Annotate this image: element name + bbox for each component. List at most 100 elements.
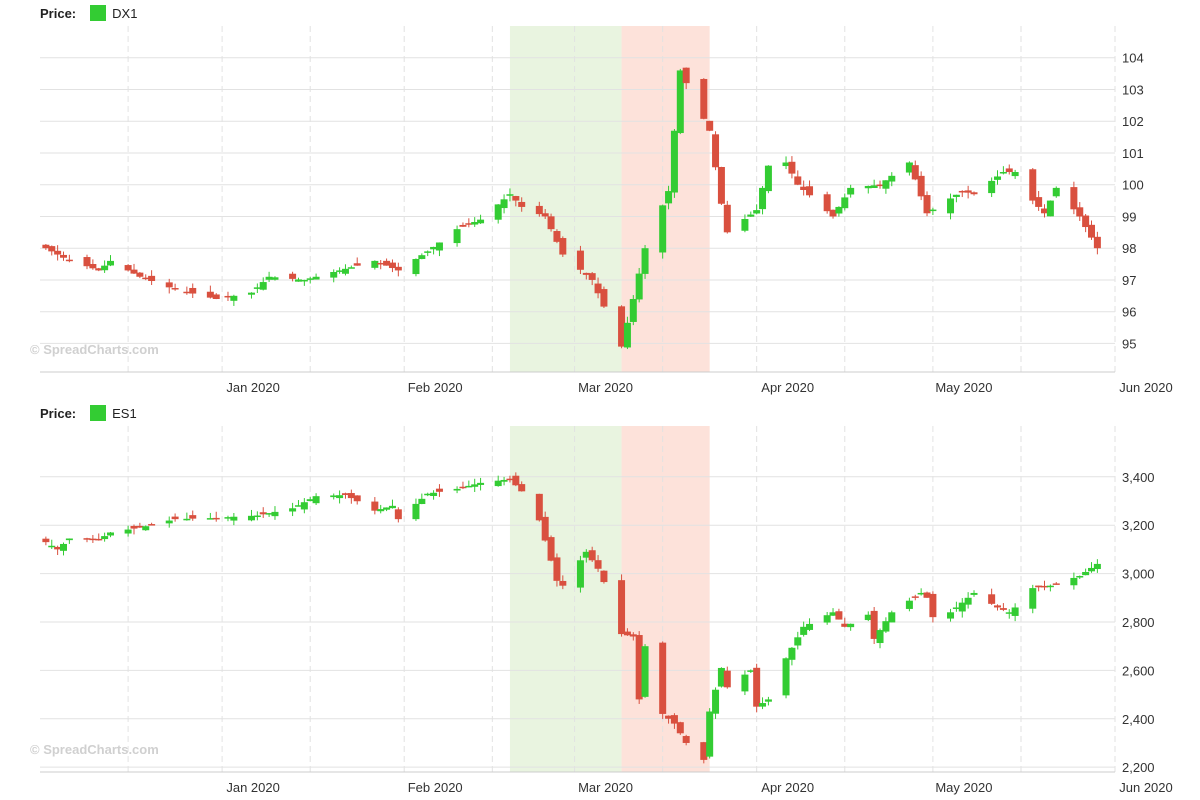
x-tick-label: May 2020 bbox=[935, 380, 992, 395]
candle bbox=[312, 273, 320, 280]
candle bbox=[212, 511, 220, 522]
legend-series-name[interactable]: DX1 bbox=[112, 5, 138, 21]
legend-series-name[interactable]: ES1 bbox=[112, 405, 137, 421]
candle bbox=[294, 277, 302, 282]
candle bbox=[741, 214, 749, 233]
candle bbox=[383, 258, 391, 266]
candle bbox=[994, 170, 1002, 185]
candle bbox=[183, 286, 191, 295]
candle bbox=[418, 493, 426, 505]
x-tick-label: Jun 2020 bbox=[1119, 780, 1173, 795]
y-tick-label: 95 bbox=[1122, 336, 1136, 351]
y-tick-label: 2,800 bbox=[1122, 615, 1155, 630]
candle bbox=[42, 536, 50, 546]
candle bbox=[876, 628, 884, 649]
candle bbox=[289, 271, 297, 282]
candle bbox=[559, 236, 567, 257]
candle bbox=[723, 200, 731, 234]
candle bbox=[347, 489, 355, 504]
candle bbox=[1052, 186, 1060, 198]
candle bbox=[353, 257, 361, 266]
legend-price-label: Price: bbox=[40, 5, 77, 21]
candle bbox=[148, 522, 156, 526]
y-tick-label: 98 bbox=[1122, 241, 1136, 256]
legend-price-label: Price: bbox=[40, 405, 77, 421]
candle bbox=[994, 604, 1002, 611]
candle bbox=[1035, 585, 1043, 592]
candle bbox=[929, 591, 937, 623]
candle bbox=[388, 259, 396, 273]
candle bbox=[700, 78, 708, 120]
candle bbox=[500, 476, 508, 486]
x-tick-label: Mar 2020 bbox=[578, 780, 633, 795]
candle bbox=[923, 591, 931, 598]
candle bbox=[412, 258, 420, 277]
candle bbox=[142, 274, 150, 281]
candle bbox=[247, 509, 255, 522]
candle bbox=[600, 286, 608, 309]
candle bbox=[435, 242, 443, 257]
candle bbox=[911, 160, 919, 181]
candle bbox=[106, 531, 114, 538]
y-tick-label: 103 bbox=[1122, 82, 1144, 97]
candle bbox=[541, 209, 549, 219]
candle bbox=[330, 269, 338, 283]
candle bbox=[782, 657, 790, 699]
candle bbox=[835, 206, 843, 217]
candle bbox=[477, 214, 485, 224]
candle bbox=[171, 283, 179, 291]
candle bbox=[952, 194, 960, 203]
x-tick-label: Mar 2020 bbox=[578, 380, 633, 395]
candle bbox=[929, 207, 937, 216]
y-tick-label: 2,400 bbox=[1122, 712, 1155, 727]
candle bbox=[377, 504, 385, 514]
candle bbox=[823, 191, 831, 214]
candle bbox=[518, 197, 526, 212]
candle bbox=[341, 492, 349, 499]
candle bbox=[670, 713, 678, 729]
candle bbox=[430, 490, 438, 500]
candle bbox=[471, 478, 479, 493]
candle bbox=[759, 186, 767, 215]
y-tick-label: 104 bbox=[1122, 51, 1144, 66]
candle bbox=[741, 670, 749, 696]
candle bbox=[547, 213, 555, 232]
candle bbox=[165, 278, 173, 294]
candle bbox=[453, 486, 461, 494]
candle bbox=[506, 188, 514, 202]
candle bbox=[747, 211, 755, 217]
candle bbox=[136, 272, 144, 279]
candle bbox=[829, 608, 837, 616]
candle bbox=[459, 481, 467, 490]
candle bbox=[65, 254, 73, 263]
candle bbox=[1011, 603, 1019, 622]
y-tick-label: 101 bbox=[1122, 146, 1144, 161]
candle bbox=[753, 663, 761, 713]
candle bbox=[165, 516, 173, 528]
candle bbox=[1088, 220, 1096, 240]
candle bbox=[83, 537, 91, 543]
candle bbox=[124, 264, 132, 272]
candle bbox=[723, 666, 731, 689]
candle bbox=[294, 500, 302, 507]
candle bbox=[124, 525, 132, 537]
candle bbox=[54, 545, 62, 555]
candle bbox=[806, 618, 814, 632]
candle bbox=[300, 279, 308, 286]
candle bbox=[876, 180, 884, 189]
x-tick-label: Jun 2020 bbox=[1119, 380, 1173, 395]
candle bbox=[753, 204, 761, 215]
candle bbox=[594, 555, 602, 572]
candle bbox=[712, 687, 720, 719]
dx1-legend: Price: DX1 bbox=[40, 4, 137, 22]
candle bbox=[800, 621, 808, 637]
candle bbox=[224, 291, 232, 301]
candle bbox=[341, 264, 349, 276]
candle bbox=[553, 229, 561, 244]
candle bbox=[265, 513, 273, 517]
candle bbox=[1076, 202, 1084, 221]
candle bbox=[1005, 609, 1013, 619]
candle bbox=[917, 171, 925, 201]
candle bbox=[623, 628, 631, 636]
candle bbox=[835, 608, 843, 620]
